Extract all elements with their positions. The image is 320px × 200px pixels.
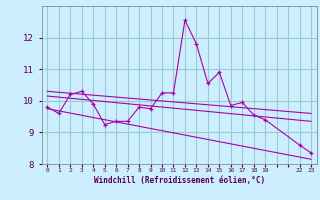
X-axis label: Windchill (Refroidissement éolien,°C): Windchill (Refroidissement éolien,°C): [94, 176, 265, 185]
